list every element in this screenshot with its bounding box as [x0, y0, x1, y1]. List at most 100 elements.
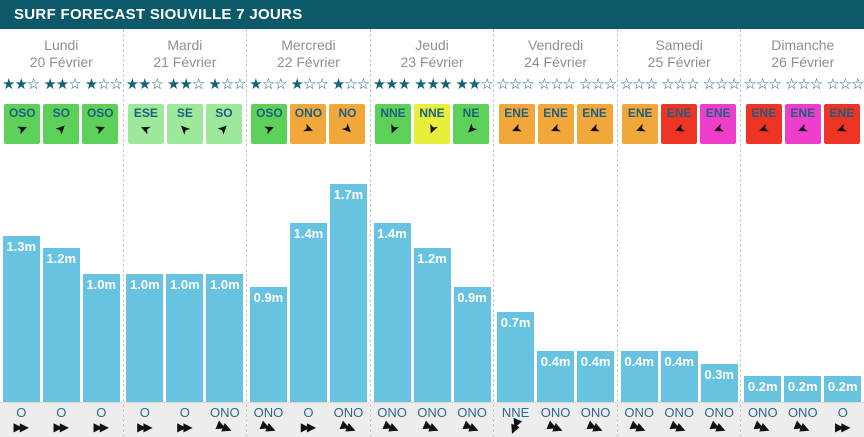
day-header: Dimanche 26 Février — [741, 29, 864, 71]
wave-chart: 0.2m 0.2m 0.2m — [741, 144, 864, 402]
wave-height-label: 1.0m — [170, 277, 200, 292]
day-column: Lundi 20 Février ★★☆ ★★☆ ★☆☆ OSO ➤ SO ➤ OSO ➤ 1… — [0, 29, 123, 437]
wind-direction-label: ENE — [543, 106, 568, 120]
star-group: ★☆☆ — [84, 76, 123, 93]
swell-direction-label: O — [16, 405, 27, 420]
wave-bar: 1.4m — [289, 223, 327, 402]
swell-cell: O ▶▶ — [290, 403, 327, 437]
wind-arrow-icon: ➤ — [51, 119, 71, 138]
swell-direction-label: O — [139, 405, 150, 420]
swell-row: O ▶▶ O ▶▶ O ▶▶ — [0, 402, 123, 437]
wind-cell: ENE ➤ — [622, 104, 659, 144]
wind-cell: ENE ➤ — [700, 104, 737, 144]
swell-row: ONO ▶▶ O ▶▶ ONO ▶▶ — [247, 402, 370, 437]
wind-cell: SE ➤ — [166, 104, 203, 144]
swell-arrow-icon: ▶▶ — [792, 417, 810, 436]
wave-chart: 0.7m 0.4m 0.4m — [494, 144, 617, 402]
wind-direction-label: NNE — [380, 106, 406, 120]
day-date: 23 Février — [400, 54, 464, 70]
day-name: Vendredi — [527, 37, 584, 53]
swell-direction-label: ONO — [377, 405, 407, 420]
wind-cell: ENE ➤ — [784, 104, 821, 144]
wave-bar: 0.2m — [784, 376, 822, 402]
wave-chart: 1.0m 1.0m 1.0m — [124, 144, 247, 402]
wind-arrow-icon: ➤ — [547, 120, 564, 139]
star-group: ☆☆☆ — [743, 76, 781, 93]
day-date: 20 Février — [29, 54, 93, 70]
swell-cell: ONO ▶▶ — [537, 403, 574, 437]
swell-arrow-icon: ▶▶ — [629, 417, 647, 436]
swell-row: ONO ▶▶ ONO ▶▶ O ▶▶ — [741, 402, 864, 437]
wave-bar: 1.0m — [126, 274, 164, 402]
wave-chart: 0.9m 1.4m 1.7m — [247, 144, 370, 402]
wind-direction-label: SO — [52, 106, 70, 120]
star-rating: ☆☆☆ ☆☆☆ ☆☆☆ — [494, 75, 617, 95]
wave-height-label: 1.2m — [417, 251, 447, 266]
swell-direction-label: ONO — [787, 405, 818, 420]
star-group: ★★★ — [414, 76, 452, 93]
wave-height-label: 1.0m — [130, 277, 160, 292]
swell-cell: O ▶▶ — [126, 403, 163, 437]
wind-arrow-icon: ➤ — [14, 119, 30, 138]
swell-arrow-icon: ▶▶ — [338, 417, 356, 436]
wind-direction-label: ENE — [829, 106, 855, 120]
swell-direction-label: ONO — [580, 405, 611, 420]
wave-bar: 0.3m — [700, 364, 738, 402]
swell-direction-label: ONO — [253, 405, 284, 420]
wave-bar: 0.4m — [660, 351, 698, 402]
swell-cell: O ▶▶ — [43, 403, 80, 437]
day-header: Mercredi 22 Février — [247, 29, 370, 71]
star-group: ☆☆☆ — [496, 76, 534, 93]
wind-cell: ENE ➤ — [823, 104, 860, 144]
wind-cell: NNE ➤ — [414, 104, 451, 144]
swell-arrow-icon: ▶▶ — [300, 420, 317, 434]
wave-bar: 1.3m — [2, 236, 40, 402]
wind-row: NNE ➤ NNE ➤ NE ➤ — [371, 104, 494, 144]
swell-direction-label: O — [837, 405, 848, 420]
wave-height-label: 0.2m — [747, 379, 778, 394]
wave-bar: 0.4m — [620, 351, 658, 402]
wind-arrow-icon: ➤ — [462, 120, 481, 139]
wind-arrow-icon: ➤ — [756, 120, 772, 139]
wind-cell: ESE ➤ — [127, 104, 164, 144]
wave-height-label: 0.2m — [827, 379, 858, 394]
swell-arrow-icon: ▶▶ — [585, 417, 603, 436]
wind-arrow-icon: ➤ — [423, 121, 442, 138]
wind-row: ENE ➤ ENE ➤ ENE ➤ — [618, 104, 741, 144]
wave-height-label: 1.4m — [293, 226, 324, 241]
swell-row: O ▶▶ O ▶▶ ONO ▶▶ — [123, 402, 247, 437]
swell-arrow-icon: ▶▶ — [462, 417, 480, 436]
swell-arrow-icon: ▶▶ — [835, 420, 851, 434]
swell-direction-label: ONO — [457, 405, 487, 420]
swell-cell: O ▶▶ — [824, 403, 861, 437]
wind-arrow-icon: ➤ — [137, 120, 154, 139]
wind-arrow-icon: ➤ — [632, 120, 649, 139]
wave-height-label: 0.4m — [540, 354, 571, 369]
star-group: ☆☆☆ — [619, 76, 658, 93]
wind-arrow-icon: ➤ — [384, 121, 403, 138]
wind-direction-label: OSO — [256, 106, 283, 120]
wind-cell: SO ➤ — [43, 104, 80, 144]
wind-arrow-icon: ➤ — [834, 120, 850, 139]
wind-row: ENE ➤ ENE ➤ ENE ➤ — [741, 104, 864, 144]
swell-arrow-icon: ▶▶ — [382, 417, 400, 436]
swell-cell: O ▶▶ — [166, 403, 203, 437]
wind-direction-label: OSO — [8, 106, 36, 120]
star-group: ★★☆ — [2, 76, 40, 93]
swell-arrow-icon: ▶▶ — [13, 420, 30, 434]
wind-direction-label: ENE — [504, 106, 529, 120]
swell-cell: ONO ▶▶ — [250, 403, 287, 437]
swell-arrow-icon: ▶▶ — [545, 417, 563, 436]
day-header: Lundi 20 Février — [0, 29, 123, 71]
swell-arrow-icon: ▶▶ — [422, 417, 440, 436]
wave-height-label: 0.9m — [253, 290, 284, 305]
star-group: ★★☆ — [166, 76, 205, 93]
swell-row: NNE ▶▶ ONO ▶▶ ONO ▶▶ — [494, 402, 617, 437]
wave-height-label: 0.2m — [787, 379, 818, 394]
day-header: Vendredi 24 Février — [494, 29, 617, 71]
wave-bar: 0.9m — [249, 287, 287, 402]
wave-chart: 1.4m 1.2m 0.9m — [371, 144, 494, 402]
day-header: Mardi 21 Février — [124, 29, 247, 71]
swell-arrow-icon: ▶▶ — [215, 417, 232, 436]
swell-row: ONO ▶▶ ONO ▶▶ ONO ▶▶ — [617, 402, 741, 437]
